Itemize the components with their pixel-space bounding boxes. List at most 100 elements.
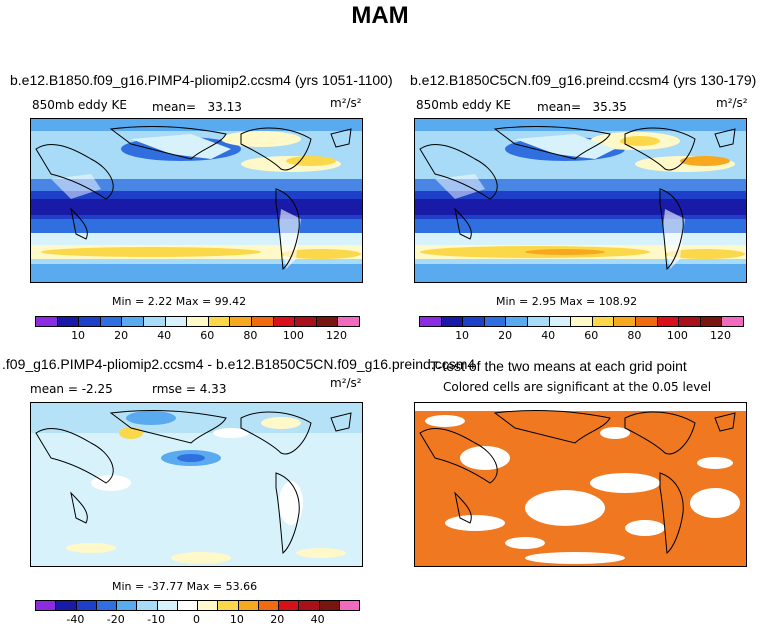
panel-4-map xyxy=(414,402,747,567)
colorbar-swatch xyxy=(238,601,259,610)
panel-3-field xyxy=(31,403,362,566)
panel-4-subtitle: Colored cells are significant at the 0.0… xyxy=(443,380,712,394)
panel-1-minmax: Min = 2.22 Max = 99.42 xyxy=(112,295,247,308)
colorbar-tick-label: -40 xyxy=(66,613,85,626)
figure-title: MAM xyxy=(351,2,409,29)
colorbar-tick-label: 40 xyxy=(310,613,325,626)
panel-1-colorbar xyxy=(35,316,360,327)
colorbar-swatch xyxy=(339,601,359,610)
colorbar-tick-label: 120 xyxy=(325,329,347,342)
colorbar-swatch xyxy=(76,601,97,610)
colorbar-swatch xyxy=(319,601,340,610)
colorbar-swatch xyxy=(614,317,636,326)
panel-2-minmax: Min = 2.95 Max = 108.92 xyxy=(496,295,638,308)
colorbar-swatch xyxy=(208,317,231,326)
panel-3-units: m²/s² xyxy=(330,376,362,390)
panel-2-colorbar xyxy=(419,316,744,327)
colorbar-swatch xyxy=(484,317,507,326)
colorbar-tick-label: -10 xyxy=(147,613,166,626)
colorbar-swatch xyxy=(316,317,339,326)
colorbar-swatch xyxy=(187,317,209,326)
colorbar-tick-label: 20 xyxy=(498,329,513,342)
colorbar-tick-label: 10 xyxy=(229,613,244,626)
colorbar-swatch xyxy=(700,317,723,326)
panel-1-mean: mean= 33.13 xyxy=(152,100,242,114)
colorbar-tick-label: 80 xyxy=(627,329,642,342)
colorbar-tick-label: 100 xyxy=(282,329,304,342)
colorbar-swatch xyxy=(635,317,658,326)
colorbar-swatch xyxy=(722,317,743,326)
colorbar-swatch xyxy=(299,601,320,610)
colorbar-swatch xyxy=(657,317,680,326)
colorbar-tick-label: 60 xyxy=(200,329,215,342)
colorbar-tick-label: 10 xyxy=(455,329,470,342)
colorbar-swatch xyxy=(177,601,198,610)
panel-3-colorbar-labels: -40 -20 -10 0 10 20 40 xyxy=(35,613,358,627)
colorbar-swatch xyxy=(36,317,58,326)
colorbar-swatch xyxy=(679,317,701,326)
colorbar-swatch xyxy=(143,317,166,326)
panel-1-map xyxy=(30,118,363,283)
panel-1-mean-value: 33.13 xyxy=(207,100,242,114)
colorbar-swatch xyxy=(258,601,279,610)
panel-2-mean-value: 35.35 xyxy=(592,100,627,114)
panel-2-units: m²/s² xyxy=(716,96,748,110)
panel-2-title: b.e12.B1850C5CN.f09_g16.preind.ccsm4 (yr… xyxy=(410,72,757,88)
colorbar-tick-label: -20 xyxy=(106,613,125,626)
colorbar-tick-label: 40 xyxy=(157,329,172,342)
colorbar-tick-label: 60 xyxy=(584,329,599,342)
colorbar-swatch xyxy=(295,317,317,326)
panel-2-field xyxy=(415,119,746,282)
colorbar-swatch xyxy=(338,317,359,326)
panel-3-colorbar xyxy=(35,600,360,611)
panel-1-variable: 850mb eddy KE xyxy=(32,98,128,112)
colorbar-swatch xyxy=(79,317,101,326)
colorbar-swatch xyxy=(273,317,296,326)
panel-3-minmax: Min = -37.77 Max = 53.66 xyxy=(112,580,258,593)
panel-2-variable: 850mb eddy KE xyxy=(416,98,512,112)
colorbar-swatch xyxy=(592,317,615,326)
panel-1-colorbar-labels: 10 20 40 60 80 100 120 xyxy=(35,329,358,343)
panel-3-title: .f09_g16.PIMP4-pliomip2.ccsm4 - b.e12.B1… xyxy=(2,356,476,372)
panel-3-mean: mean = -2.25 xyxy=(30,382,113,396)
panel-3-rmse: rmse = 4.33 xyxy=(152,382,227,396)
colorbar-swatch xyxy=(36,601,57,610)
colorbar-swatch xyxy=(100,317,123,326)
panel-4-title: T-test of the two means at each grid poi… xyxy=(430,358,687,374)
colorbar-swatch xyxy=(198,601,219,610)
colorbar-swatch xyxy=(56,601,77,610)
panel-1-title: b.e12.B1850.f09_g16.PIMP4-pliomip2.ccsm4… xyxy=(10,72,393,88)
colorbar-swatch xyxy=(527,317,550,326)
panel-4-field xyxy=(415,403,746,566)
colorbar-tick-label: 120 xyxy=(709,329,731,342)
colorbar-swatch xyxy=(137,601,158,610)
colorbar-swatch xyxy=(251,317,274,326)
colorbar-swatch xyxy=(57,317,80,326)
colorbar-swatch xyxy=(441,317,464,326)
colorbar-swatch xyxy=(506,317,528,326)
colorbar-swatch xyxy=(463,317,485,326)
colorbar-swatch xyxy=(420,317,442,326)
colorbar-tick-label: 40 xyxy=(541,329,556,342)
panel-2-colorbar-labels: 10 20 40 60 80 100 120 xyxy=(419,329,742,343)
colorbar-tick-label: 80 xyxy=(243,329,258,342)
colorbar-swatch xyxy=(230,317,252,326)
panel-1-mean-label: mean= xyxy=(152,100,197,114)
colorbar-swatch xyxy=(122,317,144,326)
panel-1-field xyxy=(31,119,362,282)
colorbar-swatch xyxy=(279,601,300,610)
colorbar-tick-label: 100 xyxy=(666,329,688,342)
colorbar-tick-label: 10 xyxy=(71,329,86,342)
panel-2-mean-label: mean= xyxy=(537,100,582,114)
colorbar-swatch xyxy=(218,601,239,610)
colorbar-swatch xyxy=(571,317,593,326)
colorbar-tick-label: 0 xyxy=(193,613,200,626)
colorbar-tick-label: 20 xyxy=(270,613,285,626)
colorbar-swatch xyxy=(157,601,178,610)
panel-2-mean: mean= 35.35 xyxy=(537,100,627,114)
panel-2-map xyxy=(414,118,747,283)
colorbar-swatch xyxy=(96,601,117,610)
colorbar-swatch xyxy=(117,601,138,610)
colorbar-tick-label: 20 xyxy=(114,329,129,342)
panel-1-units: m²/s² xyxy=(330,96,362,110)
